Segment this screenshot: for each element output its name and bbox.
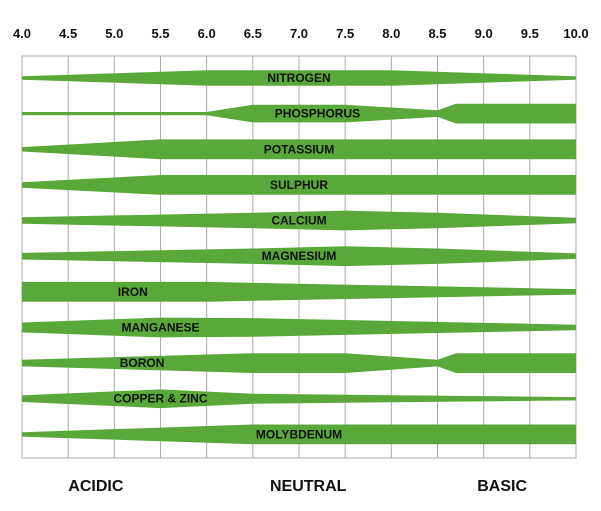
x-tick-label: 7.0 <box>290 26 308 41</box>
nutrient-band <box>22 175 576 195</box>
nutrient-label: IRON <box>118 285 148 299</box>
x-tick-label: 6.5 <box>244 26 262 41</box>
nutrient-band <box>22 424 576 445</box>
nutrient-band <box>22 353 576 373</box>
nutrient-label: SULPHUR <box>270 178 328 192</box>
nutrient-band <box>22 246 576 267</box>
x-tick-label: 6.0 <box>198 26 216 41</box>
ph-tick-labels: 4.0 4.5 5.0 5.5 6.0 6.5 7.0 7.5 8.0 8.5 9.0 9.5 10.0 <box>13 26 589 41</box>
x-tick-label: 8.0 <box>382 26 400 41</box>
x-tick-label: 4.0 <box>13 26 31 41</box>
x-tick-label: 5.5 <box>151 26 169 41</box>
nutrient-band <box>22 70 576 86</box>
zone-label-neutral: NEUTRAL <box>270 478 347 495</box>
nutrient-band <box>22 317 576 338</box>
nutrient-band <box>22 139 576 160</box>
nutrient-label: MAGNESIUM <box>262 249 337 263</box>
x-tick-label: 8.5 <box>428 26 446 41</box>
nutrient-label: CALCIUM <box>271 214 326 228</box>
nutrient-band <box>22 389 576 409</box>
nutrient-label: POTASSIUM <box>264 142 334 156</box>
nutrient-label: MOLYBDENUM <box>256 427 342 441</box>
x-tick-label: 5.0 <box>105 26 123 41</box>
zone-label-basic: BASIC <box>477 478 527 495</box>
nutrient-label: COPPER & ZINC <box>113 392 207 406</box>
nutrient-band <box>22 281 576 302</box>
x-tick-label: 4.5 <box>59 26 77 41</box>
zone-label-acidic: ACIDIC <box>68 478 124 495</box>
x-tick-label: 9.0 <box>475 26 493 41</box>
nutrient-band <box>22 103 576 124</box>
nutrient-label: PHOSPHORUS <box>275 107 360 121</box>
x-tick-label: 7.5 <box>336 26 354 41</box>
x-tick-label: 10.0 <box>563 26 588 41</box>
x-tick-label: 9.5 <box>521 26 539 41</box>
ph-zone-labels: ACIDIC NEUTRAL BASIC <box>68 478 527 495</box>
nutrient-label: BORON <box>120 356 165 370</box>
nutrient-band <box>22 210 576 231</box>
nutrient-label: NITROGEN <box>267 71 330 85</box>
nutrient-label: MANGANESE <box>121 320 199 334</box>
nutrient-bands: NITROGEN PHOSPHORUS POTASSIUM SULPHUR CALCIU… <box>22 70 576 445</box>
